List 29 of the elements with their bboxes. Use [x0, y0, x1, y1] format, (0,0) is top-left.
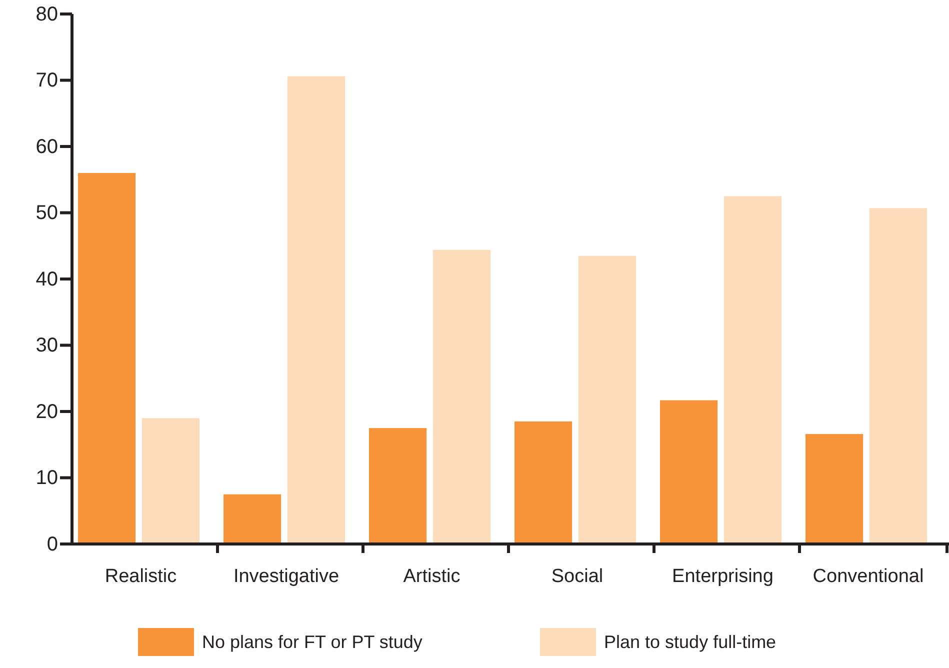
y-tick-label: 60: [36, 136, 58, 158]
bar: [724, 196, 782, 544]
bar: [369, 428, 427, 544]
x-tick-label: Realistic: [104, 566, 177, 587]
bar: [78, 173, 136, 544]
bar: [432, 250, 490, 544]
legend-label: No plans for FT or PT study: [202, 632, 422, 652]
x-tick-label: Enterprising: [672, 566, 774, 587]
bar: [806, 434, 864, 544]
y-tick-label: 40: [36, 268, 58, 290]
bar: [142, 418, 200, 544]
bar: [287, 76, 345, 544]
y-tick-label: 10: [36, 467, 58, 490]
y-tick-label: 0: [46, 533, 58, 556]
x-tick-label: Social: [551, 566, 604, 587]
bar: [514, 421, 572, 544]
y-tick-label: 30: [36, 334, 58, 357]
bar: [660, 400, 718, 544]
x-tick-label: Conventional: [812, 566, 924, 587]
x-tick-label: Artistic: [403, 566, 460, 587]
y-tick-label: 50: [36, 202, 58, 224]
y-tick-label: 70: [36, 70, 58, 92]
bar: [224, 494, 282, 544]
bar: [578, 256, 636, 544]
bar: [869, 208, 927, 544]
x-tick-label: Investigative: [233, 566, 340, 587]
y-tick-label: 80: [36, 3, 58, 26]
legend-label: Plan to study full-time: [604, 632, 776, 652]
y-tick-label: 20: [36, 400, 58, 423]
